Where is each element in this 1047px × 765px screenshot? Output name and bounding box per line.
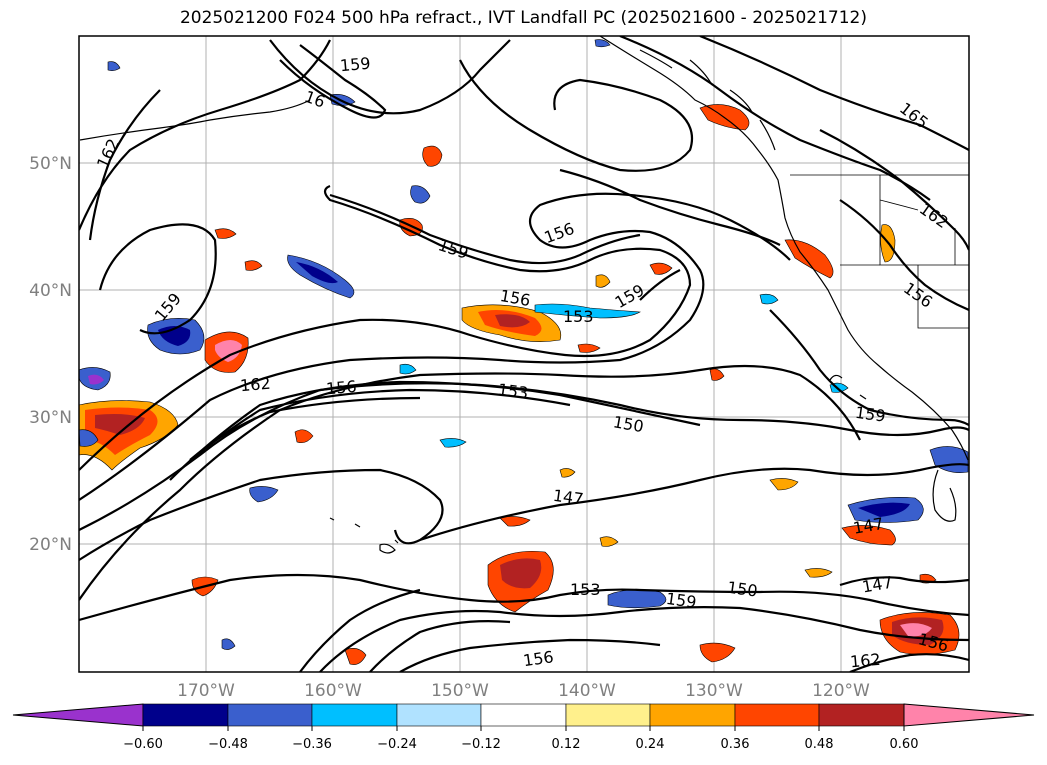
colorbar-tick-label: 0.60 [890, 737, 919, 752]
contour-label: 150 [726, 578, 759, 601]
colorbar-segment [311, 703, 398, 727]
longitude-labels: 170°W 160°W 150°W 140°W 130°W 120°W [177, 681, 870, 701]
colorbar-tick-label: −0.24 [377, 737, 417, 752]
lon-label: 140°W [558, 681, 616, 701]
lon-label: 120°W [812, 681, 870, 701]
colorbar-ticks [142, 726, 905, 731]
coastlines [79, 36, 969, 554]
colorbar-segment [142, 703, 229, 727]
borders [790, 174, 969, 329]
lat-label: 30°N [29, 408, 72, 428]
colorbar-segment [818, 703, 905, 727]
colorbar-tick-label: −0.60 [123, 737, 163, 752]
contour-label: 153 [563, 307, 594, 326]
colorbar-tick-label: 0.36 [721, 737, 750, 752]
contour-label: 153 [570, 580, 601, 599]
colorbar-segment [734, 703, 820, 727]
contour-label: 147 [552, 486, 585, 509]
map-title: 2025021200 F024 500 hPa refract., IVT La… [179, 8, 867, 28]
contour-label: 156 [325, 377, 357, 399]
lat-label: 20°N [29, 535, 72, 555]
colorbar-tick-label: 0.48 [805, 737, 834, 752]
colorbar-segment [649, 703, 736, 727]
contour-label: 153 [497, 380, 530, 403]
refractivity-contours [79, 36, 969, 672]
lat-label: 40°N [29, 281, 72, 301]
colorbar-tick-label: 0.12 [552, 737, 581, 752]
contour-label: 159 [665, 589, 698, 612]
lat-label: 50°N [29, 154, 72, 174]
colorbar-tick-label: −0.36 [292, 737, 332, 752]
colorbar-segment [396, 703, 482, 727]
lon-label: 160°W [304, 681, 362, 701]
colorbar-left-extend [12, 703, 144, 727]
colorbar-segment [565, 703, 651, 727]
contour-label: 159 [339, 54, 371, 76]
lon-label: 150°W [431, 681, 489, 701]
colorbar-tick-label: 0.24 [636, 737, 665, 752]
contour-label: 162 [239, 374, 271, 396]
latitude-labels: 50°N 40°N 30°N 20°N [29, 154, 72, 555]
colorbar-segment [227, 703, 313, 727]
negative-refractivity-patches [79, 39, 969, 650]
contour-label: 159 [854, 403, 887, 426]
colorbar-segment [480, 703, 567, 727]
colorbar-tick-label: −0.48 [208, 737, 248, 752]
contour-label: 156 [522, 647, 555, 670]
lon-label: 170°W [177, 681, 235, 701]
colorbar: −0.60 −0.48 −0.36 −0.24 −0.12 0.12 0.24 … [12, 703, 1035, 752]
map-frame [78, 35, 970, 673]
contour-label: 162 [849, 650, 881, 672]
colorbar-tick-label: −0.12 [461, 737, 501, 752]
lon-label: 130°W [685, 681, 743, 701]
colorbar-right-extend [903, 703, 1035, 727]
